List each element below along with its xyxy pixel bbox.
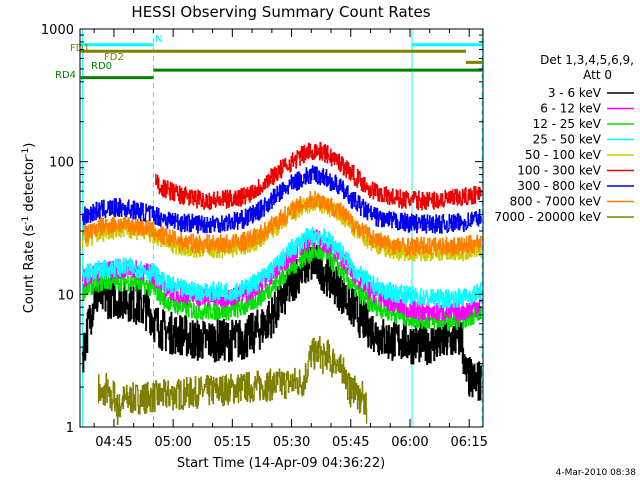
series-25-50-kev bbox=[82, 226, 482, 309]
y-tick-label: 1000 bbox=[41, 23, 74, 38]
chart-title: HESSI Observing Summary Count Rates bbox=[131, 3, 430, 21]
legend-label-12-25-kev: 12 - 25 keV bbox=[533, 117, 602, 131]
x-tick-label: 05:00 bbox=[154, 435, 191, 450]
legend-header-line-2: Att 0 bbox=[583, 68, 612, 82]
legend-label-25-50-kev: 25 - 50 keV bbox=[533, 133, 602, 147]
y-axis-label: Count Rate (s-1 detector-1) bbox=[21, 143, 37, 314]
legend-label-50-100-kev: 50 - 100 keV bbox=[525, 148, 602, 162]
x-tick-label: 06:00 bbox=[391, 435, 428, 450]
axes: 04:45 05:00 05:15 05:30 05:45 06:00 06:15 1 10 10… bbox=[41, 23, 488, 450]
x-axis-label: Start Time (14-Apr-09 04:36:22) bbox=[177, 456, 385, 471]
plot-frame bbox=[79, 28, 484, 428]
legend-label-100-300-kev: 100 - 300 keV bbox=[517, 164, 601, 178]
legend-header-line-1: Det 1,3,4,5,6,9, bbox=[540, 53, 634, 67]
legend-label-300-800-kev: 300 - 800 keV bbox=[517, 179, 601, 193]
x-tick-label: 05:45 bbox=[332, 435, 369, 450]
y-tick-label: 1 bbox=[66, 421, 74, 436]
y-tick-label: 100 bbox=[49, 156, 74, 171]
footer-date: 4-Mar-2010 08:38 bbox=[556, 468, 637, 478]
series-7000-20000-kev bbox=[97, 336, 368, 425]
legend-label-3-6-kev: 3 - 6 keV bbox=[548, 86, 602, 100]
legend-label-6-12-kev: 6 - 12 keV bbox=[540, 102, 602, 116]
series-12-25-kev bbox=[82, 242, 482, 331]
series-layer bbox=[82, 141, 482, 425]
x-tick-label: 04:45 bbox=[95, 435, 132, 450]
legend: Det 1,3,4,5,6,9, Att 0 3 - 6 keV 6 - 12 k… bbox=[494, 53, 634, 224]
series-3-6-kev bbox=[82, 244, 482, 401]
legend-label-7000-20000-kev: 7000 - 20000 keV bbox=[494, 210, 601, 224]
legend-label-800-7000-kev: 800 - 7000 keV bbox=[510, 195, 602, 209]
y-tick-label: 10 bbox=[57, 288, 74, 303]
series-300-800-kev bbox=[82, 165, 482, 234]
x-tick-label: 05:15 bbox=[214, 435, 251, 450]
x-tick-label: 05:30 bbox=[273, 435, 310, 450]
bar-label-rd0: RD0 bbox=[91, 61, 112, 72]
bar-label-fd2: FD2 bbox=[104, 52, 124, 63]
bar-label-n: N bbox=[155, 34, 162, 45]
series-800-7000-kev bbox=[82, 191, 482, 257]
x-tick-label: 06:15 bbox=[450, 435, 487, 450]
bar-label-rd4: RD4 bbox=[55, 70, 76, 81]
series-100-300-kev bbox=[155, 141, 482, 211]
